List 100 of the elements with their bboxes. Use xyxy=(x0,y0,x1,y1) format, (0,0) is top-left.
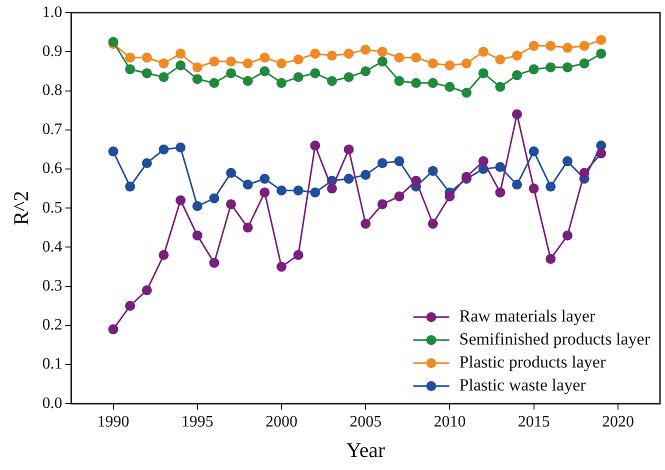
x-tick-label: 2010 xyxy=(434,413,466,430)
x-tick-label: 2005 xyxy=(350,413,382,430)
point xyxy=(360,218,371,229)
point xyxy=(142,68,152,78)
point xyxy=(176,48,186,59)
y-tick-label: 0.5 xyxy=(42,199,62,216)
point xyxy=(512,109,522,120)
point xyxy=(360,170,371,180)
point xyxy=(394,52,404,63)
point xyxy=(579,58,590,68)
x-tick-label: 1995 xyxy=(181,413,214,430)
point xyxy=(125,300,136,311)
point xyxy=(528,64,539,74)
point xyxy=(377,56,388,66)
point xyxy=(226,56,236,66)
y-tick-label: 0.4 xyxy=(42,238,62,256)
point xyxy=(579,168,590,178)
y-tick-label: 0.0 xyxy=(42,394,62,412)
point xyxy=(360,66,371,76)
x-tick-label: 2015 xyxy=(518,413,550,430)
point xyxy=(562,62,572,72)
point xyxy=(142,158,152,168)
point xyxy=(344,72,354,82)
point xyxy=(478,68,488,78)
point xyxy=(546,182,556,192)
point xyxy=(260,187,270,198)
point xyxy=(209,258,220,268)
point xyxy=(158,144,169,154)
point xyxy=(192,201,202,212)
point xyxy=(546,40,556,51)
point xyxy=(158,58,169,68)
point xyxy=(260,52,270,63)
y-tick-label: 0.3 xyxy=(42,278,62,295)
point xyxy=(428,78,438,88)
point xyxy=(209,193,220,204)
point xyxy=(293,186,304,196)
y-tick-label: 0.6 xyxy=(42,160,62,178)
point xyxy=(326,184,337,194)
point xyxy=(276,58,286,68)
point xyxy=(310,140,320,151)
point xyxy=(142,285,152,296)
point xyxy=(444,191,455,202)
point xyxy=(562,230,572,240)
point xyxy=(428,218,438,229)
point xyxy=(344,144,354,154)
y-tick-label: 0.1 xyxy=(42,356,62,373)
point xyxy=(462,88,472,98)
point xyxy=(209,78,220,88)
point xyxy=(242,58,253,68)
y-tick-label: 0.2 xyxy=(42,316,62,334)
y-tick-label: 0.9 xyxy=(42,42,62,60)
point xyxy=(411,78,422,88)
point xyxy=(411,176,422,186)
point xyxy=(176,195,186,206)
point xyxy=(428,166,438,176)
point xyxy=(176,60,186,70)
point xyxy=(326,76,337,86)
point xyxy=(293,72,304,82)
point xyxy=(495,82,506,92)
point xyxy=(276,262,286,272)
point xyxy=(158,250,169,260)
point xyxy=(562,42,572,53)
point xyxy=(495,187,506,198)
point xyxy=(512,180,522,190)
point xyxy=(310,68,320,78)
point xyxy=(596,48,606,59)
point xyxy=(528,184,539,194)
legend-label: Plastic products layer xyxy=(459,352,606,372)
point xyxy=(293,54,304,65)
point xyxy=(428,58,438,68)
point xyxy=(344,48,354,59)
point xyxy=(242,180,253,190)
point xyxy=(125,182,136,192)
point xyxy=(108,146,118,156)
point xyxy=(512,50,522,61)
x-axis-title: Year xyxy=(346,438,385,462)
y-tick-label: 1.0 xyxy=(42,4,62,21)
point xyxy=(512,70,522,80)
point xyxy=(444,60,455,70)
point xyxy=(546,62,556,72)
legend-label: Semifinished products layer xyxy=(459,330,650,349)
point xyxy=(462,58,472,68)
point xyxy=(209,56,220,66)
point xyxy=(242,222,253,233)
point xyxy=(394,76,404,86)
point xyxy=(495,54,506,65)
point xyxy=(546,254,556,264)
point xyxy=(528,40,539,51)
point xyxy=(478,156,488,166)
point xyxy=(495,162,506,172)
point xyxy=(411,52,422,63)
point xyxy=(310,48,320,59)
point xyxy=(226,168,236,178)
point xyxy=(394,191,404,202)
point xyxy=(344,174,354,184)
x-tick-label: 1990 xyxy=(97,413,130,430)
point xyxy=(528,146,539,156)
point xyxy=(360,44,371,55)
point xyxy=(260,66,270,76)
point xyxy=(192,230,202,240)
